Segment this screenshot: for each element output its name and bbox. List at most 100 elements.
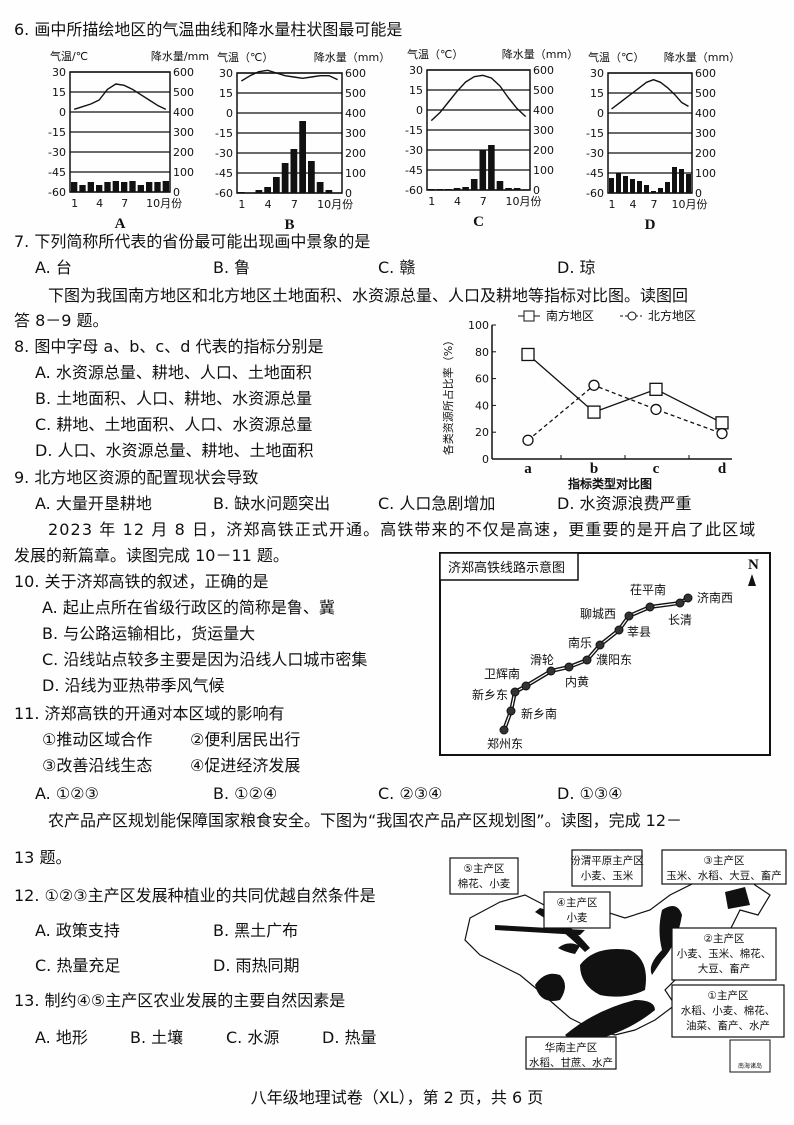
- precip-bar: [264, 187, 271, 193]
- precip-bar: [488, 145, 495, 190]
- q13-option-b[interactable]: B. 土壤: [130, 1028, 184, 1047]
- production-zone: [580, 949, 646, 997]
- zone-label-line: 小麦、玉米、棉花、: [677, 947, 772, 960]
- temp-tick: -60: [405, 184, 423, 197]
- label-box-frame: [525, 1036, 617, 1070]
- temp-tick: 0: [59, 106, 66, 119]
- q11-option-a[interactable]: A. ①②③: [35, 784, 99, 803]
- temp-tick: -45: [215, 167, 233, 180]
- station-label: 卫辉南: [484, 666, 520, 681]
- q7-option-d[interactable]: D. 琼: [557, 258, 596, 277]
- q11-option-c[interactable]: C. ②③④: [378, 784, 443, 803]
- inset-label: 南海诸岛: [738, 1062, 762, 1070]
- precip-tick: 500: [533, 84, 554, 97]
- q9-option-a[interactable]: A. 大量开垦耕地: [35, 494, 152, 513]
- q13-option-a[interactable]: A. 地形: [35, 1028, 88, 1047]
- precip-bar: [316, 182, 324, 193]
- precip-bar: [87, 182, 94, 192]
- q12-option-b[interactable]: B. 黑土广布: [213, 921, 299, 940]
- temp-axis-title: 气温（℃）: [217, 50, 273, 64]
- q10-option-c[interactable]: C. 沿线站点较多主要是因为沿线人口城市密集: [42, 650, 368, 669]
- precip-tick: 300: [173, 126, 194, 139]
- precip-tick: 600: [173, 66, 194, 79]
- station-dot: [564, 662, 574, 672]
- production-zone: [565, 1000, 655, 1045]
- month-tick: 4: [265, 198, 272, 211]
- label-box-frame: [661, 849, 787, 885]
- legend-label: 北方地区: [648, 308, 696, 323]
- q11-option-b[interactable]: B. ①②④: [213, 784, 278, 803]
- q10-option-d[interactable]: D. 沿线为亚热带季风气候: [42, 676, 225, 695]
- precip-bar: [505, 188, 512, 190]
- series-line-north: [527, 384, 723, 441]
- temp-tick: 15: [219, 87, 233, 100]
- zone-label-line: 大豆、畜产: [698, 962, 751, 975]
- q12-option-a[interactable]: A. 政策支持: [35, 921, 120, 940]
- station-label: 长清: [668, 613, 692, 627]
- precip-bar: [96, 185, 103, 192]
- plot-frame: [236, 72, 343, 194]
- zone-label-line: 华南主产区: [545, 1041, 598, 1054]
- temp-tick: -15: [586, 127, 604, 140]
- q13-option-d[interactable]: D. 热量: [322, 1028, 377, 1047]
- station-dot: [645, 602, 655, 612]
- series-line-south: [527, 353, 723, 424]
- q8-stem: 8. 图中字母 a、b、c、d 代表的指标分别是: [14, 337, 324, 356]
- page-footer: 八年级地理试卷（XL），第 2 页，共 6 页: [250, 1088, 544, 1107]
- q8-option-a[interactable]: A. 水资源总量、耕地、人口、土地面积: [35, 363, 312, 382]
- q7-option-b[interactable]: B. 鲁: [213, 258, 251, 277]
- month-tick: 1: [428, 195, 435, 208]
- q7-option-c[interactable]: C. 赣: [378, 258, 416, 277]
- q10-option-b[interactable]: B. 与公路运输相比，货运量大: [42, 624, 256, 643]
- precip-tick: 600: [695, 67, 716, 80]
- q10-stem: 10. 关于济郑高铁的叙述，正确的是: [14, 572, 269, 591]
- precip-axis-title: 降水量（mm）: [664, 50, 740, 64]
- station-dot: [624, 611, 634, 621]
- x-tick-label: d: [718, 461, 727, 477]
- precip-tick: 0: [173, 186, 180, 199]
- y-axis-label: 各类资源所占比率（%）: [441, 335, 455, 455]
- q10-option-a[interactable]: A. 起止点所在省级行政区的简称是鲁、冀: [42, 598, 335, 617]
- q9-option-b[interactable]: B. 缺水问题突出: [213, 494, 331, 513]
- q9-option-c[interactable]: C. 人口急剧增加: [378, 494, 496, 513]
- precip-tick: 100: [533, 164, 554, 177]
- station-dot: [683, 593, 693, 603]
- precip-axis-title: 降水量/mm: [151, 49, 209, 63]
- production-zone: [650, 906, 682, 975]
- station-dot: [614, 625, 624, 635]
- q12-option-c[interactable]: C. 热量充足: [35, 956, 121, 975]
- station-label: 新乡东: [472, 687, 508, 702]
- temp-tick: 15: [409, 84, 423, 97]
- q11-option-d[interactable]: D. ①③④: [557, 784, 623, 803]
- station-dot: [510, 687, 520, 697]
- q7-stem: 7. 下列简称所代表的省份最可能出现画中景象的是: [14, 232, 371, 251]
- q11-item-3: ③改善沿线生态: [42, 756, 153, 775]
- production-zone: [558, 943, 580, 954]
- q9-option-d[interactable]: D. 水资源浪费严重: [557, 494, 692, 513]
- climate-chart-c: 气温（℃） 降水量（mm） 30 600 15 500 0 400 -15 300 -30 200 -4…: [405, 47, 578, 230]
- month-tick: 10月份: [672, 198, 708, 211]
- q8-option-c[interactable]: C. 耕地、土地面积、人口、水资源总量: [35, 415, 313, 434]
- chart-label: A: [115, 216, 126, 230]
- x-tick-label: a: [524, 461, 532, 477]
- q12-option-d[interactable]: D. 雨热同期: [213, 956, 300, 975]
- temp-tick: -15: [48, 126, 66, 139]
- temp-tick: -30: [405, 144, 423, 157]
- intro-8-9-line1: 下图为我国南方地区和北方地区土地面积、水资源总量、人口及耕地等指标对比图。读图回: [48, 286, 689, 305]
- q7-option-a[interactable]: A. 台: [35, 258, 72, 277]
- q8-option-b[interactable]: B. 土地面积、人口、耕地、水资源总量: [35, 389, 313, 408]
- y-tick-label: 80: [475, 346, 489, 359]
- climate-chart-a: 气温/℃ 降水量/mm 30 600 15 500 0 400 -15 300 -30 200 -45 1…: [48, 49, 209, 230]
- precip-tick: 100: [173, 166, 194, 179]
- q13-option-c[interactable]: C. 水源: [226, 1028, 280, 1047]
- q8-option-d[interactable]: D. 人口、水资源总量、耕地、土地面积: [35, 441, 314, 460]
- label-box-frame: [449, 857, 519, 895]
- q11-stem: 11. 济郑高铁的开通对本区域的影响有: [14, 704, 285, 723]
- month-tick: 7: [121, 197, 128, 210]
- precip-tick: 500: [695, 87, 716, 100]
